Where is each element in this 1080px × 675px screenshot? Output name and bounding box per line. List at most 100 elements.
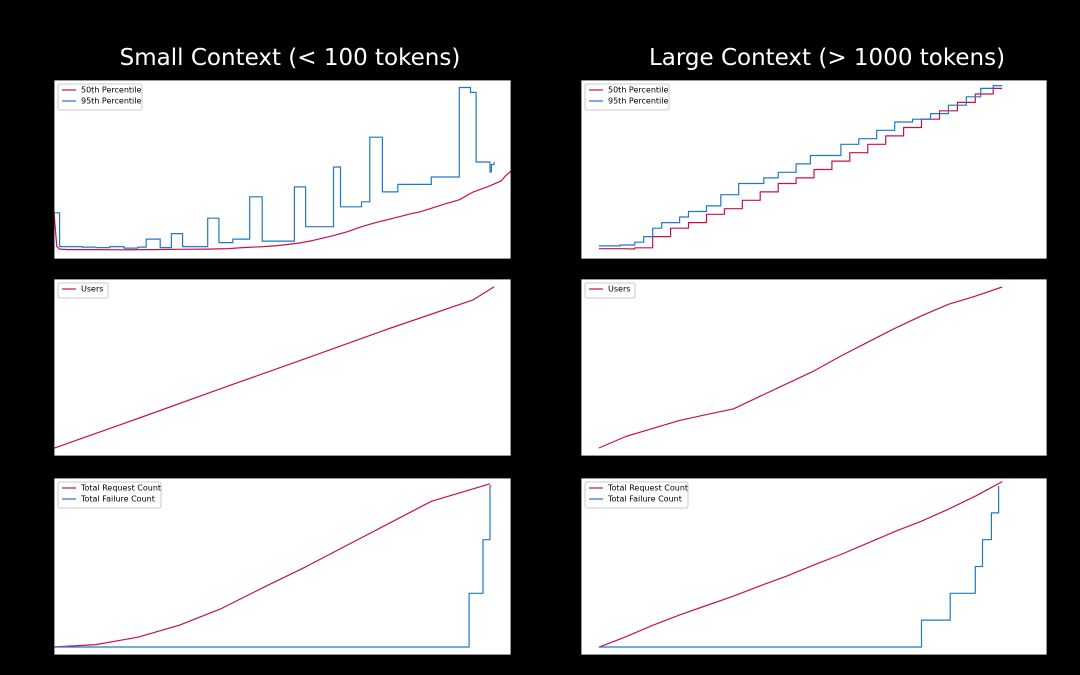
x-tick-label: 09:08:00 [95, 661, 131, 670]
legend-box [57, 282, 109, 299]
y-tick-label: 0 [43, 444, 48, 453]
y-tick-label: 20 [565, 421, 575, 430]
axes-frame [580, 278, 1048, 457]
x-tick-label: 09:08:00 [95, 265, 131, 274]
legend: Users [57, 282, 109, 299]
series-users [53, 286, 495, 449]
legend-label: 50th Percentile [608, 86, 668, 95]
x-tick-label: 06:12:30 [635, 462, 671, 471]
y-tick-label: 40 [565, 398, 575, 407]
y-tick-label: 20000 [550, 196, 575, 205]
series-total-request-count [53, 483, 491, 648]
y-tick-label: 100 [33, 392, 48, 401]
x-tick-label: 06:15:00 [904, 462, 940, 471]
x-tick-label: 06:15:30 [957, 661, 993, 670]
x-tick-label: 06:13:30 [742, 265, 778, 274]
x-tick-label: 09:08:00 [95, 462, 131, 471]
y-tick-label: 3000 [28, 98, 48, 107]
chart-small-requests: 0 5000 10000 15000 20000 0.0 0.5 1.0 1.5 2.0 2.5 3.… [15, 477, 540, 675]
legend-label: 95th Percentile [608, 97, 668, 106]
axes-frame [53, 278, 512, 457]
y-tick-label: 100 [560, 329, 575, 338]
legend-label: Total Failure Count [607, 495, 682, 504]
y-axis-label: Number of Users [542, 334, 551, 401]
y2-tick-label: 2.5 [517, 509, 530, 518]
legend-label: 95th Percentile [81, 97, 141, 106]
legend-box [57, 481, 162, 509]
y-tick-label: 150 [33, 366, 48, 375]
x-tick-label: 09:09:00 [179, 462, 215, 471]
y-tick-label: 60000 [550, 84, 575, 93]
plot-area [54, 279, 511, 456]
x-tick-label: 06:14:30 [850, 661, 886, 670]
y-axis-label: Total Request Count [542, 526, 551, 607]
x-tick-label: 06:15:00 [904, 265, 940, 274]
y2-tick-label: 1.5 [517, 563, 530, 572]
y-tick-label: 0 [43, 643, 48, 652]
x-tick-label: 09:12:00 [430, 462, 466, 471]
legend: Total Request Count Total Failure Count [584, 481, 689, 509]
y-tick-label: 500 [33, 223, 48, 232]
x-tick-label: 06:15:30 [957, 462, 993, 471]
x-tick-label: 06:15:30 [957, 265, 993, 274]
y-tick-label: 100 [560, 591, 575, 600]
axes-frame [53, 477, 512, 656]
series-95th-percentile [598, 85, 1003, 247]
y-tick-label: 20000 [23, 497, 48, 506]
axes-frame [580, 79, 1048, 260]
small-context-title: Small Context (< 100 tokens) [120, 45, 461, 71]
y-tick-label: 10000 [23, 570, 48, 579]
x-tick-label: 09:10:00 [262, 661, 298, 670]
y2-tick-label: 1 [1053, 616, 1058, 625]
legend-box [584, 282, 636, 299]
y2-tick-label: 2.0 [517, 536, 530, 545]
x-tick-label: 09:10:00 [262, 265, 298, 274]
chart-large-users: 0 20 40 60 80 100 120 140 06:12:00 06:12:30 06:13:… [542, 278, 1048, 471]
legend-label: 50th Percentile [81, 86, 141, 95]
series-total-failure-count [598, 486, 1000, 648]
y-axis-label: Total Request Count [15, 526, 24, 607]
y-axis-label: Number of Users [15, 334, 24, 401]
y-tick-label: 1000 [28, 198, 48, 207]
legend: 50th Percentile 95th Percentile [57, 83, 143, 111]
y-tick-label: 2000 [28, 148, 48, 157]
x-tick-label: 06:14:00 [796, 462, 832, 471]
legend-box [584, 481, 689, 509]
x-tick-label: 09:09:00 [179, 265, 215, 274]
x-tick-label: 06:13:00 [688, 661, 724, 670]
y-tick-label: 50 [565, 617, 575, 626]
y-tick-label: 80 [565, 352, 575, 361]
y-tick-label: 50000 [550, 112, 575, 121]
y-tick-label: 0 [43, 248, 48, 257]
x-tick-label: 06:15:00 [904, 661, 940, 670]
y-tick-label: 60 [565, 375, 575, 384]
legend-label: Users [608, 285, 630, 294]
series-users [598, 286, 1003, 449]
y-tick-label: 40000 [550, 140, 575, 149]
y2-tick-label: 0.5 [517, 616, 530, 625]
y2-tick-label: 0 [1053, 643, 1058, 652]
chart-small-response: 0 500 1000 1500 2000 2500 3000 09:08:00 09:09:00… [15, 79, 512, 274]
legend-label: Total Failure Count [80, 495, 155, 504]
y-tick-label: 50 [38, 418, 48, 427]
y-tick-label: 15000 [23, 534, 48, 543]
x-tick-label: 06:13:00 [688, 462, 724, 471]
y2-tick-label: 4 [1053, 536, 1058, 545]
y-tick-label: 150 [560, 565, 575, 574]
x-tick-label: 09:11:00 [346, 265, 382, 274]
y2-tick-label: 3.0 [517, 482, 530, 491]
legend-label: Total Request Count [607, 484, 688, 493]
x-tick-label: 06:14:30 [850, 265, 886, 274]
x-axis-label: Time [803, 668, 824, 675]
y2-tick-label: 0.0 [517, 643, 530, 652]
y-tick-label: 140 [560, 283, 575, 292]
large-context-title: Large Context (> 1000 tokens) [649, 45, 1005, 71]
y-tick-label: 10000 [550, 224, 575, 233]
x-axis-label: Time [272, 668, 293, 675]
legend-box [584, 83, 670, 111]
legend: 50th Percentile 95th Percentile [584, 83, 670, 111]
x-tick-label: 09:12:00 [430, 661, 466, 670]
y2-tick-label: 1.0 [517, 589, 530, 598]
